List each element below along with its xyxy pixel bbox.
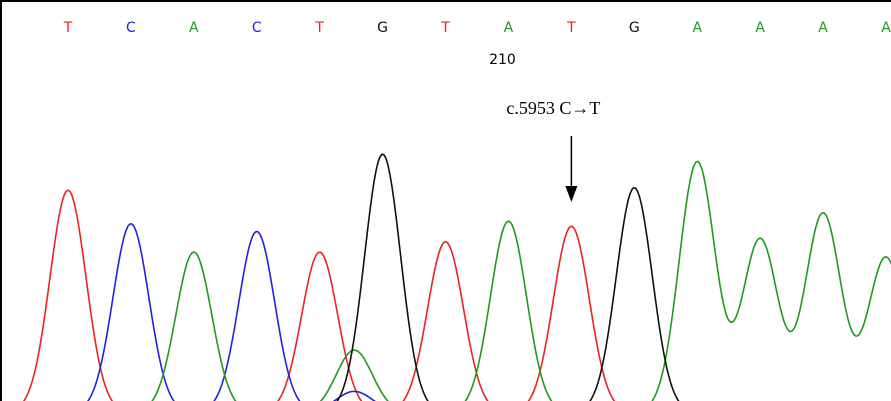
base-call-0: T	[63, 20, 73, 36]
base-call-9: G	[629, 20, 640, 36]
base-call-7: A	[504, 20, 514, 36]
position-label: 210	[489, 52, 516, 68]
trace-layer	[22, 153, 891, 401]
base-call-1: C	[126, 20, 136, 36]
trace-A	[151, 160, 891, 401]
base-call-5: G	[377, 20, 388, 36]
base-call-10: A	[692, 20, 702, 36]
base-call-3: C	[252, 20, 262, 36]
base-call-13: A	[881, 20, 891, 36]
base-call-11: A	[755, 20, 765, 36]
mutation-annotation: c.5953 C→T	[506, 98, 600, 118]
base-call-6: T	[440, 20, 450, 36]
base-call-8: T	[566, 20, 576, 36]
base-call-12: A	[818, 20, 828, 36]
trace-G	[336, 153, 680, 401]
base-call-2: A	[189, 20, 199, 36]
trace-T	[22, 189, 616, 401]
trace-C	[86, 223, 376, 401]
mutation-arrow-head	[565, 186, 578, 202]
base-call-4: T	[314, 20, 324, 36]
